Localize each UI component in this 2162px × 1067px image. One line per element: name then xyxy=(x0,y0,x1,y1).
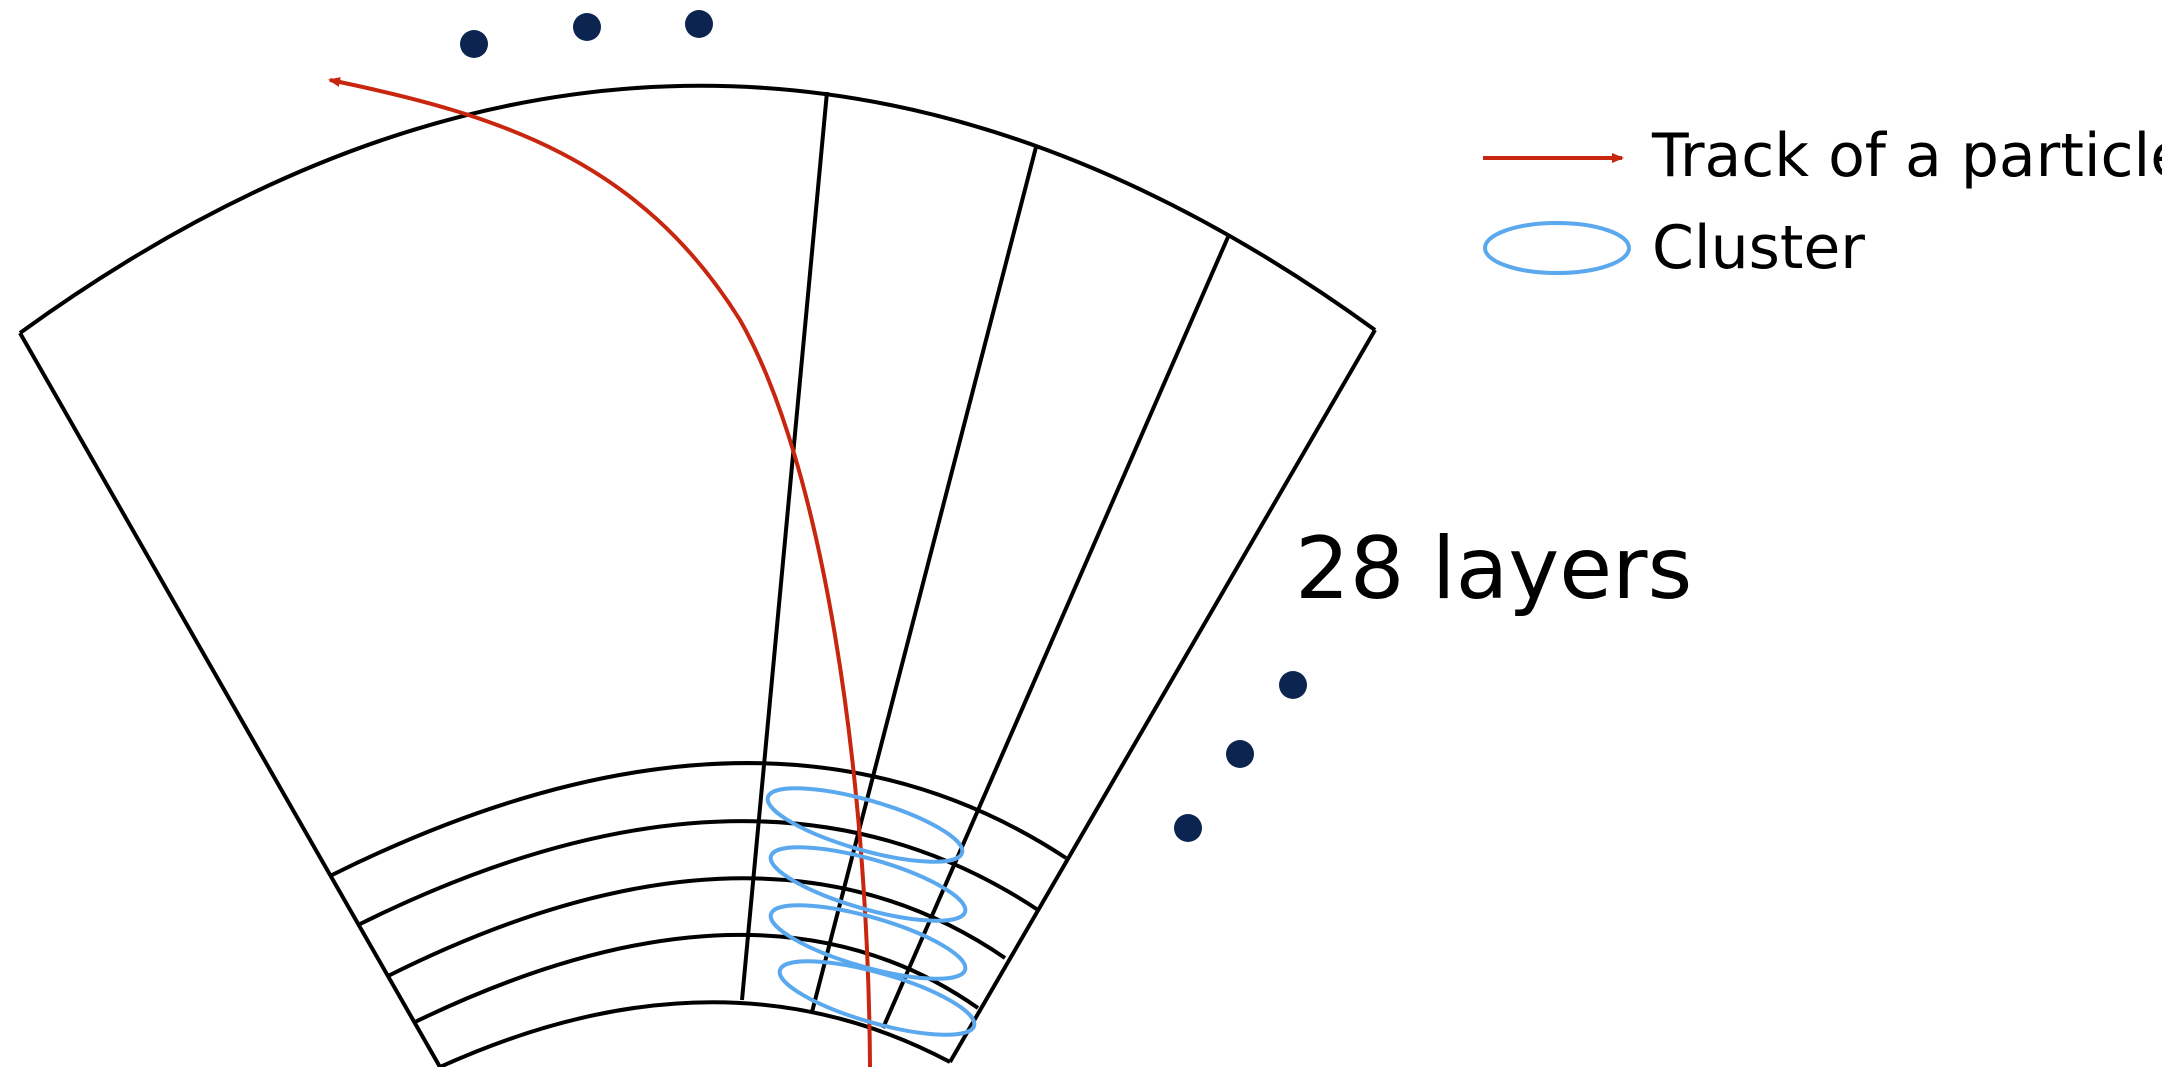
cluster-legend-ellipse-icon xyxy=(1483,221,1631,275)
wedge-outer-arc xyxy=(18,83,1377,335)
layer-arc-5 xyxy=(439,1000,951,1067)
dot xyxy=(685,10,713,38)
radial-divider-3 xyxy=(881,236,1230,1029)
dot xyxy=(1226,740,1254,768)
layer-arc-2 xyxy=(357,819,1040,927)
layers-label: 28 layers xyxy=(1295,519,1692,619)
cluster-ellipse-4 xyxy=(777,959,977,1037)
radial-divider-2 xyxy=(810,146,1038,1013)
detector-wedge xyxy=(18,83,1377,1067)
cluster-ellipse-1 xyxy=(765,786,965,864)
cluster-ellipse-2 xyxy=(768,845,968,923)
particle-track xyxy=(328,77,872,1067)
cluster-ellipse-3 xyxy=(768,903,968,981)
cluster-legend-label: Cluster xyxy=(1652,213,1865,283)
wedge-left-edge xyxy=(18,332,442,1067)
clusters xyxy=(765,786,977,1037)
track-legend-label: Track of a particle xyxy=(1651,121,2162,191)
radial-divider-1 xyxy=(740,91,829,1001)
dot xyxy=(460,30,488,58)
ellipsis-right-icon xyxy=(1174,671,1307,842)
dot xyxy=(1279,671,1307,699)
layer-arc-4 xyxy=(414,932,980,1024)
legend: Track of a particle Cluster xyxy=(1483,121,2162,283)
layer-arc-1 xyxy=(331,761,1068,877)
dot xyxy=(573,13,601,41)
dot xyxy=(1174,814,1202,842)
ellipsis-top-icon xyxy=(460,10,713,58)
layer-arc-3 xyxy=(387,876,1007,978)
wedge-right-edge xyxy=(948,328,1377,1064)
